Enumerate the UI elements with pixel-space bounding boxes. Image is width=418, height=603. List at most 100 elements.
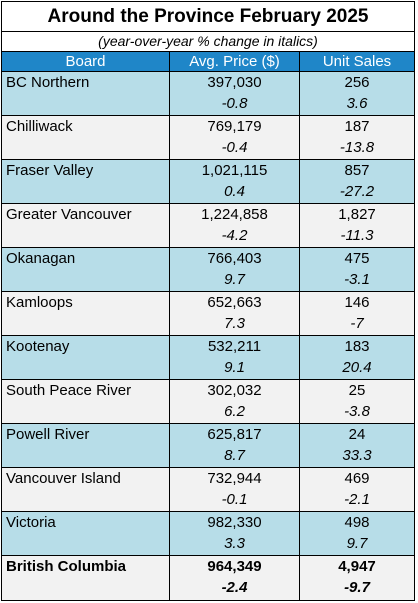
board-name: Kootenay — [2, 336, 170, 379]
board-name: Chilliwack — [2, 116, 170, 159]
avg-price-change: -0.1 — [221, 491, 248, 508]
avg-price-value: 397,030 — [207, 74, 262, 91]
unit-sales-cell: 187 -13.8 — [300, 116, 414, 159]
table-row: Kamloops 652,663 7.3 146 -7 — [2, 292, 414, 336]
unit-sales-change: -13.8 — [339, 139, 375, 156]
avg-price-cell: 1,021,115 0.4 — [170, 160, 300, 203]
board-name: Vancouver Island — [2, 468, 170, 511]
avg-price-cell: 532,211 9.1 — [170, 336, 300, 379]
table-subtitle: (year-over-year % change in italics) — [2, 32, 414, 52]
table-title: Around the Province February 2025 — [2, 2, 414, 32]
unit-sales-value: 857 — [344, 162, 370, 179]
table-row: Fraser Valley 1,021,115 0.4 857 -27.2 — [2, 160, 414, 204]
avg-price-value: 732,944 — [207, 470, 262, 487]
unit-sales-cell: 146 -7 — [300, 292, 414, 335]
board-name: Greater Vancouver — [2, 204, 170, 247]
board-name: Fraser Valley — [2, 160, 170, 203]
avg-price-cell: 766,403 9.7 — [170, 248, 300, 291]
total-row: British Columbia 964,349 -2.4 4,947 -9.7 — [2, 556, 414, 600]
board-name: BC Northern — [2, 72, 170, 115]
table-row: Vancouver Island 732,944 -0.1 469 -2.1 — [2, 468, 414, 512]
avg-price-change: -0.8 — [221, 95, 248, 112]
avg-price-cell: 397,030 -0.8 — [170, 72, 300, 115]
unit-sales-change: -3.8 — [344, 403, 370, 420]
avg-price-change: 8.7 — [224, 447, 245, 464]
unit-sales-change: -9.7 — [344, 579, 370, 596]
table-row: Okanagan 766,403 9.7 475 -3.1 — [2, 248, 414, 292]
unit-sales-value: 25 — [348, 382, 366, 399]
unit-sales-cell: 475 -3.1 — [300, 248, 414, 291]
table-row: Powell River 625,817 8.7 24 33.3 — [2, 424, 414, 468]
unit-sales-cell: 857 -27.2 — [300, 160, 414, 203]
avg-price-change: -4.2 — [221, 227, 248, 244]
unit-sales-change: 3.6 — [346, 95, 368, 112]
board-name: Victoria — [2, 512, 170, 555]
avg-price-change: -2.4 — [221, 579, 248, 596]
unit-sales-cell: 24 33.3 — [300, 424, 414, 467]
header-avg-price: Avg. Price ($) — [170, 52, 300, 71]
unit-sales-change: -2.1 — [344, 491, 370, 508]
board-name: South Peace River — [2, 380, 170, 423]
avg-price-cell: 625,817 8.7 — [170, 424, 300, 467]
unit-sales-cell: 469 -2.1 — [300, 468, 414, 511]
unit-sales-cell: 183 20.4 — [300, 336, 414, 379]
unit-sales-value: 475 — [344, 250, 370, 267]
avg-price-cell: 652,663 7.3 — [170, 292, 300, 335]
avg-price-change: -0.4 — [221, 139, 248, 156]
board-name: British Columbia — [2, 556, 170, 600]
table-row: Greater Vancouver 1,224,858 -4.2 1,827 -11.3 — [2, 204, 414, 248]
header-unit-sales: Unit Sales — [322, 53, 392, 70]
avg-price-value: 302,032 — [207, 382, 262, 399]
avg-price-cell: 302,032 6.2 — [170, 380, 300, 423]
table-row: Chilliwack 769,179 -0.4 187 -13.8 — [2, 116, 414, 160]
avg-price-cell: 982,330 3.3 — [170, 512, 300, 555]
avg-price-change: 9.1 — [224, 359, 245, 376]
unit-sales-value: 256 — [344, 74, 370, 91]
avg-price-value: 1,224,858 — [201, 206, 268, 223]
header-row: Board Avg. Price ($) Unit Sales — [2, 52, 414, 72]
avg-price-cell: 964,349 -2.4 — [170, 556, 300, 600]
avg-price-value: 964,349 — [207, 558, 262, 575]
avg-price-value: 652,663 — [207, 294, 262, 311]
unit-sales-value: 183 — [344, 338, 370, 355]
unit-sales-value: 469 — [344, 470, 370, 487]
unit-sales-change: -3.1 — [344, 271, 370, 288]
unit-sales-value: 24 — [348, 426, 366, 443]
unit-sales-change: 9.7 — [346, 535, 368, 552]
avg-price-value: 982,330 — [207, 514, 262, 531]
unit-sales-value: 187 — [344, 118, 370, 135]
avg-price-value: 766,403 — [207, 250, 262, 267]
unit-sales-cell: 4,947 -9.7 — [300, 556, 414, 600]
avg-price-value: 1,021,115 — [201, 162, 268, 179]
table-row: BC Northern 397,030 -0.8 256 3.6 — [2, 72, 414, 116]
board-name: Kamloops — [2, 292, 170, 335]
table-row: Kootenay 532,211 9.1 183 20.4 — [2, 336, 414, 380]
avg-price-change: 6.2 — [224, 403, 245, 420]
avg-price-value: 769,179 — [207, 118, 262, 135]
unit-sales-cell: 1,827 -11.3 — [300, 204, 414, 247]
unit-sales-change: 33.3 — [342, 447, 372, 464]
unit-sales-value: 146 — [344, 294, 370, 311]
avg-price-cell: 1,224,858 -4.2 — [170, 204, 300, 247]
avg-price-change: 7.3 — [224, 315, 245, 332]
unit-sales-change: 20.4 — [342, 359, 372, 376]
table-row: South Peace River 302,032 6.2 25 -3.8 — [2, 380, 414, 424]
board-name: Powell River — [2, 424, 170, 467]
table-row: Victoria 982,330 3.3 498 9.7 — [2, 512, 414, 556]
board-name: Okanagan — [2, 248, 170, 291]
avg-price-change: 3.3 — [224, 535, 245, 552]
unit-sales-change: -27.2 — [339, 183, 375, 200]
avg-price-value: 625,817 — [207, 426, 262, 443]
avg-price-change: 0.4 — [224, 183, 245, 200]
unit-sales-cell: 498 9.7 — [300, 512, 414, 555]
unit-sales-value: 1,827 — [338, 206, 376, 223]
unit-sales-change: -7 — [350, 315, 364, 332]
unit-sales-value: 4,947 — [338, 558, 376, 575]
header-board: Board — [2, 52, 170, 71]
avg-price-change: 9.7 — [224, 271, 245, 288]
unit-sales-cell: 25 -3.8 — [300, 380, 414, 423]
avg-price-cell: 732,944 -0.1 — [170, 468, 300, 511]
avg-price-value: 532,211 — [207, 338, 262, 355]
unit-sales-cell: 256 3.6 — [300, 72, 414, 115]
